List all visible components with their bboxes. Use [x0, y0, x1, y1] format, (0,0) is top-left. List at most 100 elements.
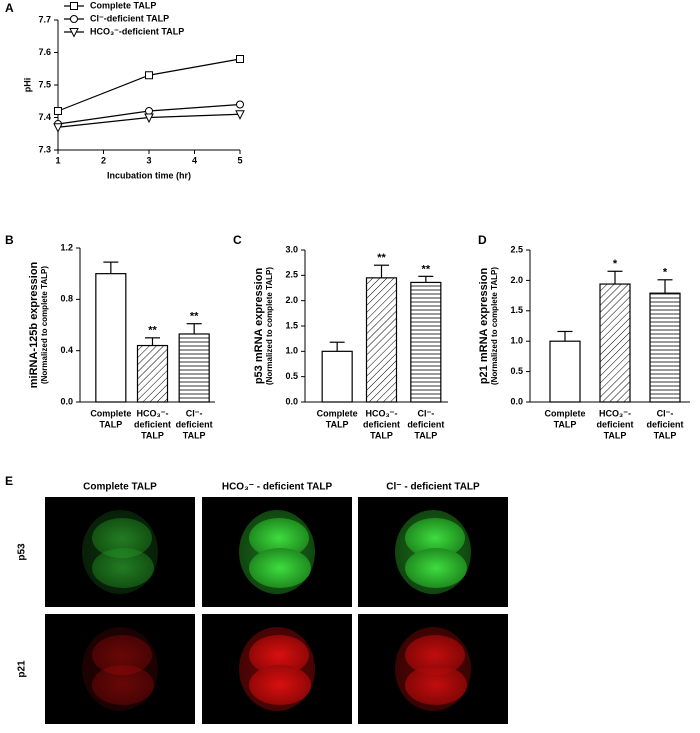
legend-label: Cl⁻-deficient TALP [90, 13, 169, 23]
significance-label: ** [148, 325, 157, 337]
x-tick-label: HCO₃⁻- [137, 408, 169, 418]
x-tick-label: TALP [414, 430, 437, 440]
panel-label: E [5, 474, 13, 488]
panel-label: C [233, 233, 242, 247]
row-label: p21 [17, 660, 28, 678]
y-tick-label: 0.0 [60, 396, 73, 406]
bar [321, 350, 353, 403]
y-tick-label: 1.2 [60, 242, 73, 252]
x-tick-label: deficient [646, 419, 683, 429]
marker [236, 100, 244, 109]
x-tick-label: 2 [101, 155, 106, 165]
x-tick-label: TALP [654, 430, 677, 440]
x-tick-label: TALP [141, 430, 164, 440]
bar [599, 283, 631, 403]
x-tick-label: Complete [317, 408, 358, 418]
legend-label: HCO₃⁻-deficient TALP [90, 26, 184, 36]
blastomere [405, 518, 465, 558]
y-tick-label: 1.0 [510, 336, 523, 346]
y-tick-label: 0.5 [285, 371, 298, 381]
series-line [57, 58, 241, 112]
x-tick-label: 3 [146, 155, 151, 165]
x-tick-label: Complete [544, 408, 585, 418]
bar [410, 281, 442, 403]
x-tick-label: deficient [596, 419, 633, 429]
y-tick-label: 0.5 [510, 366, 523, 376]
y-axis-subtitle: (Normalized to complete TALP) [490, 267, 499, 385]
x-tick-label: TALP [554, 419, 577, 429]
marker [144, 113, 154, 124]
y-tick-label: 1.0 [285, 346, 298, 356]
blastomere [92, 635, 152, 675]
column-label: Complete TALP [83, 482, 157, 493]
x-tick-label: deficient [407, 419, 444, 429]
y-tick-label: 2.5 [510, 244, 523, 254]
blastomere [249, 635, 309, 675]
y-tick-label: 2.5 [285, 270, 298, 280]
panel-label: A [5, 1, 14, 15]
x-tick-label: 4 [192, 155, 197, 165]
panel-label: D [478, 233, 487, 247]
y-tick-label: 2.0 [285, 295, 298, 305]
panel-label: B [5, 233, 14, 247]
x-tick-label: Cl⁻- [657, 408, 674, 418]
blastomere [92, 548, 154, 588]
y-axis-title: miRNA-125b expression [28, 261, 40, 388]
y-tick-label: 0.8 [60, 294, 73, 304]
x-tick-label: HCO₃⁻- [366, 408, 398, 418]
x-tick-label: TALP [370, 430, 393, 440]
blastomere [405, 665, 467, 705]
x-tick-label: Cl⁻- [417, 408, 434, 418]
bar [549, 340, 581, 403]
y-axis-title: p53 mRNA expression [253, 268, 265, 385]
x-axis-title: Incubation time (hr) [107, 170, 191, 180]
marker [145, 71, 153, 80]
marker [235, 110, 245, 120]
x-tick-label: TALP [99, 419, 122, 429]
y-tick-label: 7.5 [38, 79, 51, 89]
y-axis-subtitle: (Normalized to complete TALP) [40, 266, 49, 384]
x-tick-label: 5 [237, 155, 242, 165]
marker [145, 107, 153, 115]
blastomere [92, 518, 152, 558]
y-tick-label: 2.0 [510, 275, 523, 285]
x-tick-label: 1 [55, 155, 60, 165]
bar [95, 273, 127, 403]
y-tick-label: 0.0 [285, 396, 298, 406]
y-axis-title: p21 mRNA expression [478, 268, 490, 385]
row-label: p53 [17, 543, 28, 561]
y-tick-label: 7.6 [38, 47, 51, 57]
y-tick-label: 1.5 [285, 320, 298, 330]
x-tick-label: HCO₃⁻- [599, 408, 631, 418]
significance-label: ** [377, 252, 386, 264]
y-tick-label: 3.0 [285, 244, 298, 254]
blastomere [405, 635, 465, 675]
blastomere [405, 548, 467, 588]
legend-label: Complete TALP [90, 0, 156, 10]
blastomere [249, 665, 311, 705]
blastomere [92, 665, 154, 705]
significance-label: * [663, 267, 668, 279]
x-tick-label: Complete [90, 408, 131, 418]
blastomere [249, 548, 311, 588]
x-tick-label: deficient [363, 419, 400, 429]
marker [70, 2, 78, 10]
bar [649, 292, 681, 403]
blastomere [249, 518, 309, 558]
x-tick-label: TALP [604, 430, 627, 440]
y-tick-label: 7.4 [38, 112, 51, 122]
bar [178, 333, 210, 403]
y-axis-subtitle: (Normalized to complete TALP) [265, 267, 274, 385]
marker [236, 55, 244, 63]
column-label: Cl⁻ - deficient TALP [386, 482, 480, 493]
marker [54, 107, 62, 115]
marker [70, 15, 78, 23]
image-grid: Complete TALP HCO₃⁻ - deficient TALP Cl⁻ -… [17, 482, 508, 724]
x-tick-label: Cl⁻- [186, 408, 203, 418]
significance-label: ** [422, 263, 431, 275]
x-tick-label: TALP [183, 430, 206, 440]
x-tick-label: deficient [134, 419, 171, 429]
y-tick-label: 7.7 [38, 14, 51, 24]
y-tick-label: 7.3 [38, 144, 51, 154]
